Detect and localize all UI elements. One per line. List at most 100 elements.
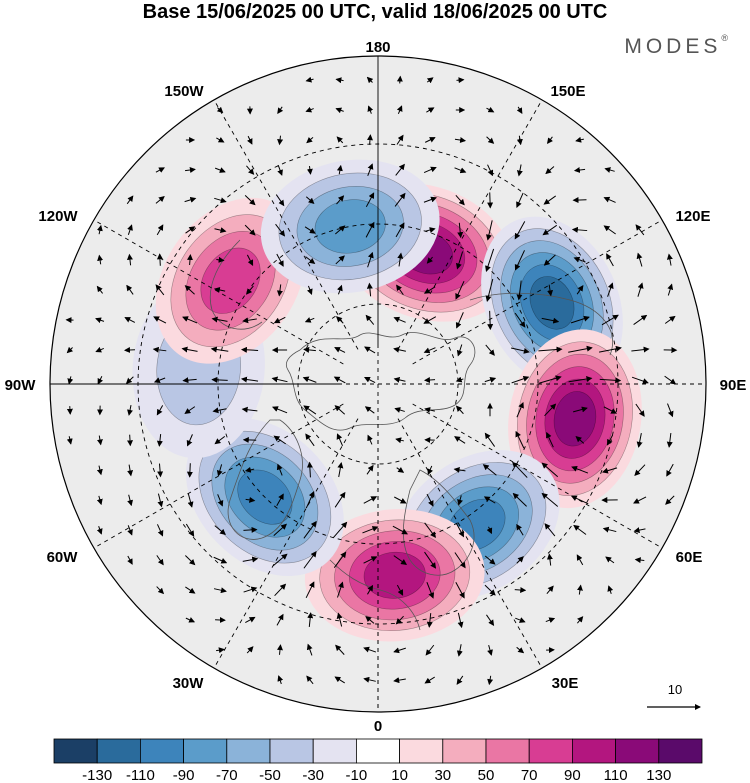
wind-arrow-icon <box>394 192 406 207</box>
wind-arrow-icon <box>544 523 556 537</box>
wind-arrow-icon <box>366 282 373 297</box>
wind-arrow-icon <box>366 134 373 145</box>
wind-arrow-icon <box>394 407 405 413</box>
wind-arrow-icon <box>66 436 73 445</box>
wind-arrow-icon <box>336 433 344 447</box>
wind-arrow-icon <box>455 312 464 329</box>
wind-arrow-icon <box>181 346 198 353</box>
wind-arrow-icon <box>306 675 314 685</box>
colorbar-tick-label: -50 <box>259 767 281 783</box>
wind-arrow-icon <box>333 376 346 384</box>
wind-arrow-icon <box>427 465 433 475</box>
wind-arrow-icon <box>127 405 133 416</box>
wind-arrow-icon <box>214 435 226 445</box>
wind-arrow-icon <box>184 196 197 203</box>
wind-arrow-icon <box>305 196 315 204</box>
wind-arrow-icon <box>152 346 167 353</box>
wind-arrow-icon <box>486 136 495 144</box>
wind-arrow-icon <box>211 316 228 323</box>
wind-arrow-icon <box>95 317 105 324</box>
wind-arrow-icon <box>156 586 165 595</box>
wind-arrow-icon <box>395 222 405 238</box>
anomaly-center <box>304 509 485 642</box>
wind-arrow-icon <box>545 617 556 623</box>
wind-arrow-icon <box>485 248 495 273</box>
wind-arrow-icon <box>484 584 496 596</box>
wind-arrow-icon <box>484 377 497 383</box>
colorbar-swatch <box>139 738 184 764</box>
wind-arrow-icon <box>487 192 494 209</box>
wind-arrow-icon <box>303 520 317 539</box>
wind-arrow-icon <box>605 556 615 564</box>
wind-arrow-icon <box>240 346 259 353</box>
wind-arrow-icon <box>276 493 284 507</box>
lon-label-30e: 30E <box>552 675 579 692</box>
wind-arrow-icon <box>545 166 555 175</box>
wind-arrow-icon <box>365 192 375 208</box>
wind-arrow-icon <box>453 466 466 473</box>
anomaly-contour <box>200 247 261 314</box>
wind-arrow-icon <box>393 346 406 353</box>
wind-arrow-icon <box>573 256 586 263</box>
wind-arrow-icon <box>601 314 619 326</box>
wind-arrow-icon <box>126 253 133 266</box>
wind-arrow-icon <box>275 194 285 207</box>
wind-arrow-icon <box>363 376 376 384</box>
wind-arrow-icon <box>213 556 228 564</box>
wind-arrow-icon <box>455 195 465 206</box>
wind-arrow-icon <box>396 134 404 145</box>
wind-arrow-icon <box>546 585 554 595</box>
wind-arrow-icon <box>214 197 227 204</box>
lon-label-180: 180 <box>365 39 390 56</box>
wind-arrow-icon <box>246 646 254 654</box>
wind-arrow-icon <box>244 195 256 206</box>
colorbar-swatch <box>53 738 98 764</box>
wind-arrow-icon <box>456 344 463 357</box>
wind-arrow-icon <box>303 405 317 415</box>
wind-arrow-icon <box>185 523 195 537</box>
wind-arrow-icon <box>512 492 527 507</box>
wind-arrow-icon <box>273 435 286 445</box>
wind-arrow-icon <box>454 552 466 569</box>
wind-arrow-icon <box>336 136 344 144</box>
wind-arrow-icon <box>603 406 618 414</box>
wind-arrow-icon <box>156 405 164 416</box>
wind-arrow-icon <box>544 403 557 417</box>
wind-arrow-icon <box>666 433 673 448</box>
wind-arrow-icon <box>667 403 674 418</box>
wind-arrow-icon <box>607 585 614 594</box>
wind-arrow-icon <box>337 581 344 598</box>
wind-arrow-icon <box>305 106 314 113</box>
wind-arrow-icon <box>364 406 375 414</box>
wind-arrow-icon <box>633 496 647 504</box>
wind-arrow-icon <box>305 256 316 265</box>
wind-arrow-icon <box>516 401 524 418</box>
wind-arrow-icon <box>156 524 164 537</box>
wind-arrow-icon <box>334 405 346 415</box>
wind-arrow-icon <box>365 314 375 325</box>
colorbar: -130 -110 -90 -70 -50 -30 -10 10 30 50 70 90 110 130 <box>53 738 703 783</box>
wind-arrow-icon <box>393 677 406 684</box>
colorbar-swatch <box>442 738 487 764</box>
wind-arrow-icon <box>395 437 404 444</box>
wind-arrow-icon <box>306 643 313 656</box>
wind-arrow-icon <box>335 225 346 235</box>
wind-arrow-icon <box>395 615 404 625</box>
meridian-line <box>397 418 559 696</box>
wind-arrow-icon <box>275 223 286 237</box>
wind-arrow-icon <box>455 582 465 599</box>
anomaly-contour <box>529 276 575 330</box>
wind-arrow-icon <box>364 346 376 354</box>
wind-arrow-icon <box>514 587 527 594</box>
wind-arrow-icon <box>423 316 437 324</box>
wind-arrow-icon <box>245 285 254 295</box>
wind-arrow-icon <box>576 285 584 295</box>
wind-arrow-icon <box>333 521 348 538</box>
lon-label-120w: 120W <box>38 208 78 225</box>
wind-arrow-icon <box>217 494 224 507</box>
wind-arrow-icon <box>277 106 284 114</box>
colorbar-swatch <box>658 738 703 764</box>
wind-arrow-icon <box>335 316 344 324</box>
wind-arrow-icon <box>216 136 225 143</box>
wind-arrow-icon <box>124 317 136 323</box>
